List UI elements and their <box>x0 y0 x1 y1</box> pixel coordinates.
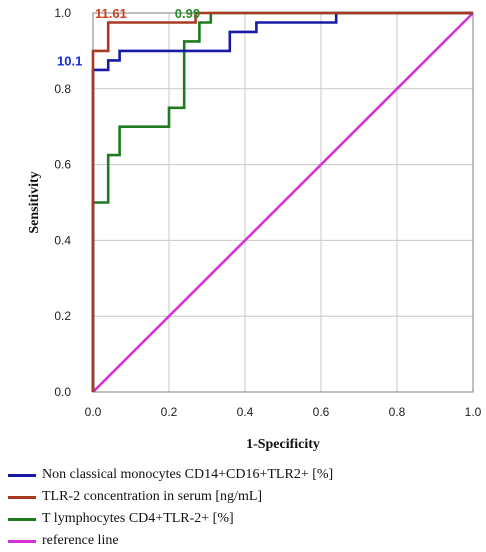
tick-labels: 0.0 0.2 0.4 0.6 0.8 1.0 0.0 0.2 0.4 0.6 0.8 1.0 <box>54 6 481 419</box>
x-tick-label: 0.6 <box>313 405 330 419</box>
legend-label: TLR-2 concentration in serum [ng/mL] <box>42 489 263 504</box>
x-tick-label: 1.0 <box>465 405 482 419</box>
legend-swatch <box>8 539 36 543</box>
series-lines <box>91 11 474 393</box>
annotation-label: 0.99 <box>175 6 200 21</box>
series-line-3 <box>92 12 474 393</box>
roc-chart: 0.0 0.2 0.4 0.6 0.8 1.0 0.0 0.2 0.4 0.6 0.8 1.0 11.… <box>27 6 482 452</box>
legend-item: reference line <box>8 530 478 552</box>
y-tick-label: 0.8 <box>54 82 71 96</box>
legend: Non classical monocytes CD14+CD16+TLR2+ … <box>8 464 478 552</box>
series-line-1 <box>91 11 473 392</box>
y-axis-title: Sensitivity <box>27 171 42 233</box>
legend-item: Non classical monocytes CD14+CD16+TLR2+ … <box>8 464 478 486</box>
y-tick-label: 0.2 <box>54 309 71 323</box>
legend-item: T lymphocytes CD4+TLR-2+ [%] <box>8 508 478 530</box>
x-tick-label: 0.0 <box>85 405 102 419</box>
legend-swatch <box>8 495 36 499</box>
legend-label: reference line <box>42 533 119 548</box>
annotation-label: 11.61 <box>95 6 127 21</box>
legend-label: T lymphocytes CD4+TLR-2+ [%] <box>42 511 234 526</box>
y-tick-label: 0.6 <box>54 158 71 172</box>
legend-label: Non classical monocytes CD14+CD16+TLR2+ … <box>42 467 334 482</box>
x-tick-label: 0.4 <box>237 405 254 419</box>
annotation-label: 10.1 <box>57 53 82 68</box>
x-axis-title: 1-Specificity <box>246 437 320 452</box>
x-tick-label: 0.8 <box>389 405 406 419</box>
legend-item: TLR-2 concentration in serum [ng/mL] <box>8 486 478 508</box>
x-tick-label: 0.2 <box>161 405 178 419</box>
y-tick-label: 0.4 <box>54 233 71 247</box>
legend-swatch <box>8 473 36 477</box>
y-tick-label: 0.0 <box>54 385 71 399</box>
series-line-0 <box>91 11 473 392</box>
series-line-2 <box>91 11 473 392</box>
legend-swatch <box>8 517 36 521</box>
y-tick-label: 1.0 <box>54 6 71 20</box>
annotations: 11.61 0.99 10.1 <box>57 6 200 68</box>
